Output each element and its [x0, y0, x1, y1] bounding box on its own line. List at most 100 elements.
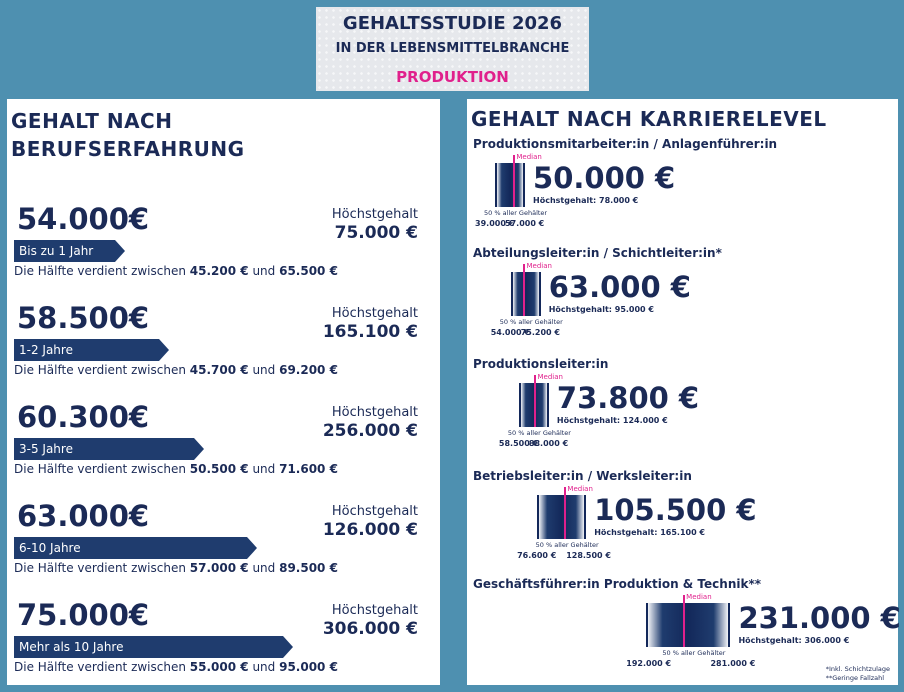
experience-range-upper: 71.600 €: [279, 462, 338, 476]
career-level-median-line: [534, 375, 537, 427]
note-and: und: [248, 462, 280, 476]
career-level-title: Produktionsleiter:in: [473, 357, 609, 371]
experience-range-lower: 50.500 €: [189, 462, 249, 476]
note-prefix: Die Hälfte verdient zwischen: [14, 363, 190, 377]
career-level-range-label: 50 % aller Gehälter: [662, 649, 726, 657]
career-level-max-value: Höchstgehalt: 95.000 €: [548, 305, 654, 314]
career-level-range-bar: [646, 603, 731, 647]
experience-range-upper: 95.000 €: [279, 660, 338, 674]
career-level-median-value: 231.000 €: [738, 601, 901, 635]
experience-max-label: Höchstgehalt: [331, 405, 418, 420]
career-level-range-bar: [518, 383, 549, 427]
experience-range-note: Die Hälfte verdient zwischen 50.500 € un…: [14, 462, 338, 476]
experience-max-value: 126.000 €: [322, 520, 418, 540]
career-level-range-upper: 57.000 €: [505, 219, 545, 228]
career-level-median-line: [683, 595, 686, 647]
career-level-range-label: 50 % aller Gehälter: [535, 541, 599, 549]
note-and: und: [248, 264, 280, 278]
experience-bar: 1-2 Jahre: [14, 339, 169, 361]
career-level-median-label: Median: [537, 373, 563, 381]
experience-max-value: 75.000 €: [334, 223, 418, 243]
career-level-median-label: Median: [526, 262, 552, 270]
experience-range-note: Die Hälfte verdient zwischen 57.000 € un…: [14, 561, 338, 575]
note-and: und: [248, 561, 280, 575]
career-level-title: Produktionsmitarbeiter:in / Anlagenführe…: [473, 137, 778, 151]
experience-panel-title: GEHALT NACH BERUFSERFAHRUNG: [11, 107, 245, 163]
experience-median-value: 54.000€: [17, 202, 150, 236]
career-level-median-label: Median: [516, 153, 542, 161]
experience-median-value: 60.300€: [17, 400, 150, 434]
career-level-median-line: [523, 264, 526, 316]
career-level-max-value: Höchstgehalt: 165.100 €: [594, 528, 705, 537]
header-title: GEHALTSSTUDIE 2026: [342, 13, 563, 34]
note-prefix: Die Hälfte verdient zwischen: [14, 264, 190, 278]
experience-max-value: 256.000 €: [322, 421, 418, 441]
experience-range-lower: 55.000 €: [189, 660, 249, 674]
career-level-max-value: Höchstgehalt: 306.000 €: [738, 636, 850, 645]
career-level-median-value: 73.800 €: [556, 381, 700, 415]
career-level-title: Abteilungsleiter:in / Schichtleiter:in*: [473, 246, 722, 260]
experience-range-upper: 69.200 €: [279, 363, 338, 377]
career-level-range-bar: [495, 163, 526, 207]
header-category: PRODUKTION: [396, 68, 509, 86]
career-level-median-value: 63.000 €: [548, 270, 691, 304]
career-level-range-bar: [510, 272, 541, 316]
experience-max-label: Höchstgehalt: [331, 504, 418, 519]
experience-max-label: Höchstgehalt: [331, 603, 418, 618]
career-level-range-upper: 75.200 €: [520, 328, 560, 337]
career-level-range-bar: [537, 495, 587, 539]
experience-range-lower: 57.000 €: [189, 561, 249, 575]
career-level-median-value: 105.500 €: [594, 493, 757, 527]
footnote-small-sample: **Geringe Fallzahl: [825, 674, 885, 682]
career-level-panel: GEHALT NACH KARRIERELEVEL *Inkl. Schicht…: [467, 99, 901, 685]
career-level-range-upper: 88.000 €: [528, 439, 569, 448]
career-level-panel-title: GEHALT NACH KARRIERELEVEL: [471, 107, 827, 131]
career-level-max-value: Höchstgehalt: 124.000 €: [556, 416, 668, 425]
career-level-median-line: [513, 155, 516, 207]
note-and: und: [248, 660, 280, 674]
career-level-median-label: Median: [567, 485, 593, 493]
footnotes: *Inkl. Schichtzulage **Geringe Fallzahl: [826, 665, 890, 683]
experience-bar: Mehr als 10 Jahre: [14, 636, 293, 658]
note-prefix: Die Hälfte verdient zwischen: [14, 561, 190, 575]
experience-range-lower: 45.700 €: [189, 363, 249, 377]
career-level-title: Betriebsleiter:in / Werksleiter:in: [473, 469, 692, 483]
experience-range-note: Die Hälfte verdient zwischen 45.700 € un…: [14, 363, 338, 377]
career-level-median-line: [564, 487, 567, 539]
experience-bar: 6-10 Jahre: [14, 537, 257, 559]
career-level-range-label: 50 % aller Gehälter: [484, 209, 548, 217]
career-level-range-lower: 54.000 €: [490, 328, 530, 337]
experience-median-value: 58.500€: [17, 301, 150, 335]
career-level-range-label: 50 % aller Gehälter: [499, 318, 563, 326]
career-level-max-value: Höchstgehalt: 78.000 €: [533, 196, 639, 205]
footnote-shift-allowance: *Inkl. Schichtzulage: [825, 665, 890, 673]
experience-max-value: 165.100 €: [322, 322, 418, 342]
career-level-range-lower: 192.000 €: [626, 659, 672, 668]
career-level-range-lower: 58.500 €: [498, 439, 539, 448]
experience-range-note: Die Hälfte verdient zwischen 45.200 € un…: [14, 264, 338, 278]
career-level-median-label: Median: [686, 593, 712, 601]
experience-max-label: Höchstgehalt: [331, 207, 418, 222]
career-level-range-label: 50 % aller Gehälter: [507, 429, 571, 437]
note-prefix: Die Hälfte verdient zwischen: [14, 660, 190, 674]
note-and: und: [248, 363, 280, 377]
experience-range-lower: 45.200 €: [189, 264, 249, 278]
header-subtitle: IN DER LEBENSMITTELBRANCHE: [335, 41, 570, 56]
experience-title-line2: BERUFSERFAHRUNG: [11, 137, 245, 161]
experience-range-note: Die Hälfte verdient zwischen 55.000 € un…: [14, 660, 338, 674]
experience-median-value: 63.000€: [17, 499, 150, 533]
experience-bar: Bis zu 1 Jahr: [14, 240, 125, 262]
note-prefix: Die Hälfte verdient zwischen: [14, 462, 190, 476]
career-level-range-lower: 39.000 €: [475, 219, 515, 228]
career-level-median-value: 50.000 €: [533, 161, 676, 195]
experience-max-value: 306.000 €: [322, 619, 418, 639]
experience-bar: 3-5 Jahre: [14, 438, 204, 460]
experience-range-upper: 65.500 €: [279, 264, 338, 278]
experience-median-value: 75.000€: [17, 598, 150, 632]
experience-max-label: Höchstgehalt: [331, 306, 418, 321]
career-level-range-upper: 281.000 €: [710, 659, 756, 668]
career-level-range-lower: 76.600 €: [517, 551, 557, 560]
career-level-range-upper: 128.500 €: [566, 551, 611, 560]
career-level-title: Geschäftsführer:in Produktion & Technik*…: [473, 577, 761, 591]
header-banner: GEHALTSSTUDIE 2026 IN DER LEBENSMITTELBR…: [316, 7, 589, 91]
